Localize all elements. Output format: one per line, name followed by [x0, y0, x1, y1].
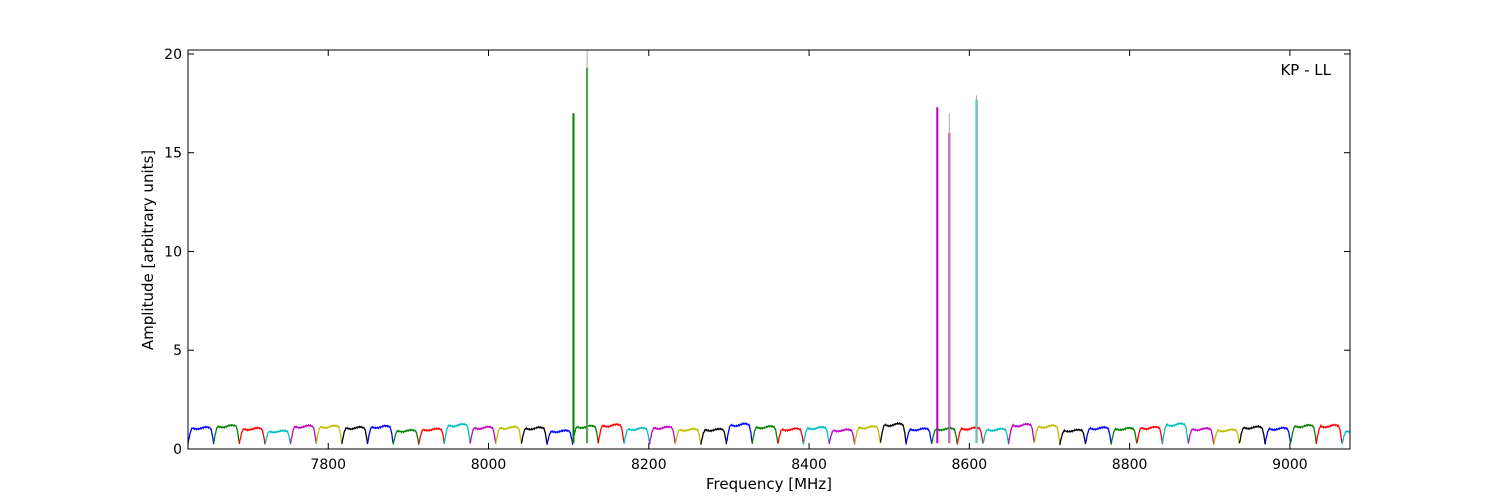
- channel-series: [341, 425, 369, 445]
- channel-series: [777, 426, 805, 445]
- x-tick-label: 8800: [1112, 457, 1148, 473]
- channel-series: [1007, 422, 1035, 444]
- channel-series: [956, 425, 984, 445]
- channel-series: [520, 425, 548, 444]
- channel-series: [1110, 426, 1138, 445]
- x-tick-label: 8000: [471, 457, 507, 473]
- y-tick-label: 0: [173, 442, 182, 458]
- y-tick-label: 10: [164, 244, 182, 260]
- channel-series: [188, 425, 215, 445]
- spike-layer: [572, 50, 978, 444]
- x-tick-label: 7800: [310, 457, 346, 473]
- channel-series: [700, 427, 728, 445]
- y-tick-label: 5: [173, 343, 182, 359]
- channel-series: [212, 423, 240, 444]
- channel-series: [238, 426, 266, 445]
- channel-series: [674, 427, 702, 445]
- channel-series: [546, 428, 574, 446]
- channel-series: [418, 426, 446, 445]
- channel-series: [315, 424, 343, 444]
- channel-series: [264, 429, 292, 445]
- channel-series: [1238, 424, 1266, 445]
- channel-series: [1084, 425, 1112, 445]
- y-tick-label: 20: [164, 47, 182, 63]
- x-tick-label: 8400: [791, 457, 827, 473]
- channel-series: [623, 426, 651, 445]
- channel-series: [802, 425, 830, 445]
- chart-annotation: KP - LL: [1280, 61, 1331, 79]
- channel-series: [854, 424, 882, 445]
- x-tick-label: 8600: [952, 457, 988, 473]
- channel-series: [597, 422, 625, 444]
- channel-series: [1136, 425, 1164, 445]
- channel-series: [495, 425, 523, 445]
- channel-series: [572, 424, 599, 444]
- y-axis: 0 5 10 15 20: [164, 47, 1350, 458]
- y-tick-label: 15: [164, 146, 182, 162]
- series-layer: [188, 421, 1350, 446]
- channel-series: [1341, 429, 1350, 445]
- channel-series: [1187, 426, 1215, 445]
- channel-series: [1290, 423, 1317, 444]
- channel-series: [931, 426, 958, 445]
- y-axis-label: Amplitude [arbitrary units]: [139, 150, 157, 350]
- channel-series: [1213, 427, 1241, 445]
- channel-series: [982, 426, 1010, 445]
- channel-series: [289, 423, 317, 444]
- channel-series: [1264, 426, 1292, 445]
- channel-series: [392, 428, 420, 445]
- x-tick-label: 9000: [1272, 457, 1308, 473]
- x-tick-label: 8200: [631, 457, 667, 473]
- channel-series: [443, 422, 471, 444]
- channel-series: [1059, 428, 1087, 446]
- channel-series: [366, 424, 394, 444]
- plot-frame: [187, 49, 1351, 450]
- channel-series: [469, 425, 497, 444]
- channel-series: [1315, 423, 1343, 444]
- channel-series: [905, 426, 933, 445]
- channel-series: [1033, 423, 1061, 444]
- channel-series: [1161, 421, 1189, 444]
- channel-series: [879, 421, 907, 444]
- channel-series: [828, 427, 856, 445]
- x-axis: 7800 8000 8200 8400 8600 8800 9000: [310, 50, 1308, 473]
- channel-series: [751, 424, 779, 445]
- channel-series: [648, 425, 676, 445]
- channel-series: [725, 421, 753, 443]
- x-axis-label: Frequency [MHz]: [706, 475, 832, 493]
